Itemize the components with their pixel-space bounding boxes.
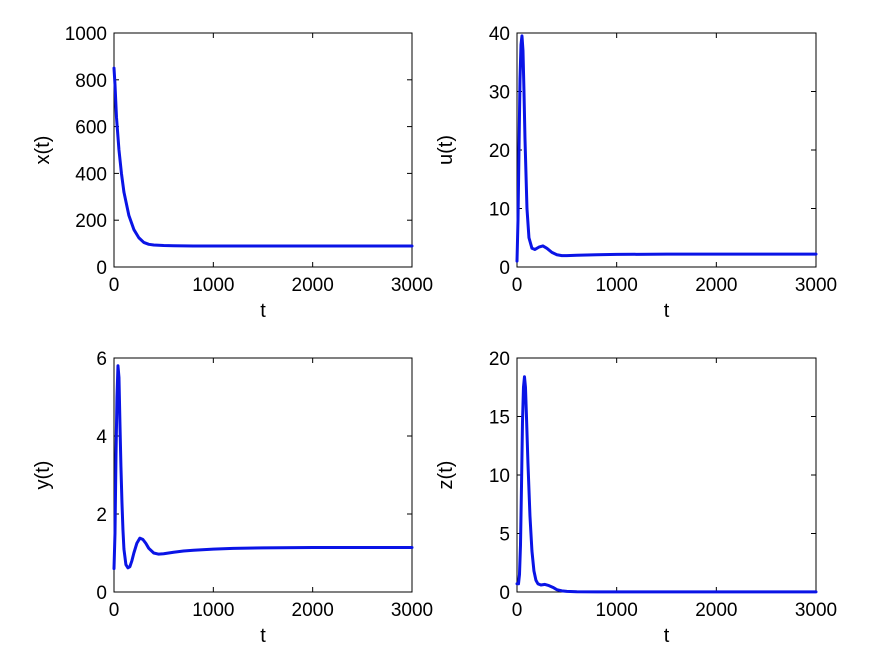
series-line-z xyxy=(515,375,818,594)
y-tick-label: 800 xyxy=(75,71,107,92)
tick-labels: 0 1000 2000 3000 0 200 400 600 800 1000 xyxy=(65,24,433,296)
y-tick-label: 30 xyxy=(489,83,510,104)
tick-marks xyxy=(113,32,413,268)
tick-labels: 0 1000 2000 3000 0 2 4 6 xyxy=(96,349,433,621)
x-tick-label: 2000 xyxy=(695,275,737,296)
plot-frame xyxy=(516,32,817,268)
y-tick-label: 0 xyxy=(499,583,510,604)
tick-marks xyxy=(113,357,413,593)
x-tick-label: 0 xyxy=(109,275,120,296)
y-tick-label: 6 xyxy=(96,349,107,370)
y-tick-label: 15 xyxy=(489,408,510,429)
y-tick-label: 400 xyxy=(75,164,107,185)
y-tick-label: 10 xyxy=(489,200,510,221)
y-tick-label: 2 xyxy=(96,505,107,526)
y-axis-label: z(t) xyxy=(435,461,457,490)
y-tick-label: 20 xyxy=(489,141,510,162)
y-tick-label: 0 xyxy=(499,258,510,279)
y-tick-label: 10 xyxy=(489,466,510,487)
y-tick-label: 600 xyxy=(75,118,107,139)
y-tick-label: 1000 xyxy=(65,24,107,45)
plot-frame xyxy=(516,357,817,593)
y-axis-label: y(t) xyxy=(32,461,54,490)
x-tick-label: 3000 xyxy=(795,600,837,621)
y-tick-label: 20 xyxy=(489,349,510,370)
x-tick-label: 0 xyxy=(512,275,523,296)
plot-frame xyxy=(113,357,413,593)
x-tick-label: 2000 xyxy=(292,600,334,621)
tick-labels: 0 1000 2000 3000 0 5 10 15 20 xyxy=(489,349,837,621)
plot-frame xyxy=(113,32,413,268)
x-tick-label: 1000 xyxy=(596,600,638,621)
x-axis-label: t xyxy=(664,625,670,647)
y-tick-label: 40 xyxy=(489,24,510,45)
y-tick-label: 5 xyxy=(499,525,510,546)
x-axis-label: t xyxy=(260,300,266,322)
y-tick-label: 200 xyxy=(75,211,107,232)
panel-u: 0 1000 2000 3000 0 10 20 30 40 t u(t) xyxy=(435,24,837,322)
series-line-x xyxy=(112,66,414,248)
x-tick-label: 2000 xyxy=(292,275,334,296)
x-axis-label: t xyxy=(664,300,670,322)
x-tick-label: 1000 xyxy=(192,600,234,621)
x-tick-label: 3000 xyxy=(391,275,433,296)
y-axis-label: x(t) xyxy=(32,136,54,165)
x-axis-label: t xyxy=(260,625,266,647)
panel-x: 0 1000 2000 3000 0 200 400 600 800 1000 t x(t) xyxy=(32,24,433,322)
tick-marks xyxy=(516,32,817,268)
y-tick-label: 0 xyxy=(96,258,107,279)
x-tick-label: 1000 xyxy=(596,275,638,296)
panel-y: 0 1000 2000 3000 0 2 4 6 t y(t) xyxy=(32,349,433,647)
x-tick-label: 3000 xyxy=(391,600,433,621)
x-tick-label: 3000 xyxy=(795,275,837,296)
tick-marks xyxy=(516,357,817,593)
x-tick-label: 2000 xyxy=(695,600,737,621)
series-line-u xyxy=(515,34,818,263)
tick-labels: 0 1000 2000 3000 0 10 20 30 40 xyxy=(489,24,837,296)
x-tick-label: 0 xyxy=(512,600,523,621)
series-line-y xyxy=(112,364,414,571)
y-axis-label: u(t) xyxy=(435,135,457,165)
x-tick-label: 0 xyxy=(109,600,120,621)
x-tick-label: 1000 xyxy=(192,275,234,296)
panel-z: 0 1000 2000 3000 0 5 10 15 20 t z(t) xyxy=(435,349,837,647)
y-tick-label: 0 xyxy=(96,583,107,604)
y-tick-label: 4 xyxy=(96,427,107,448)
